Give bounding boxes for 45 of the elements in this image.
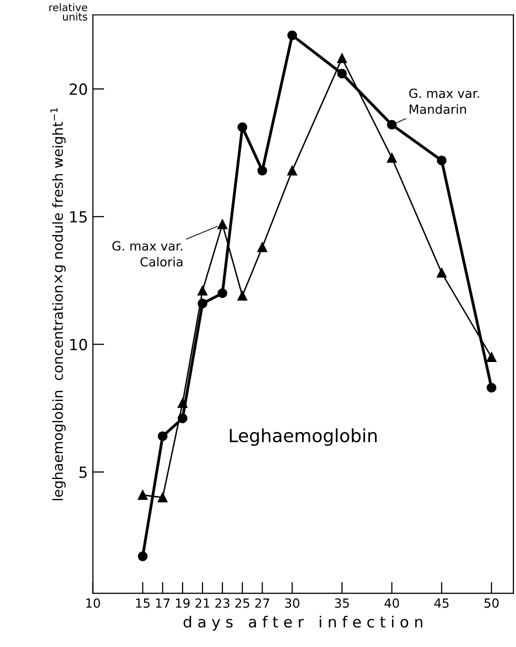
x-tick-label: 30 <box>285 598 300 608</box>
point <box>386 120 397 130</box>
text: G. max var. Caloria <box>112 241 182 267</box>
y-tick-label: 20 <box>70 83 88 95</box>
x-tick-label: 23 <box>215 598 230 608</box>
point <box>287 30 298 40</box>
point <box>386 153 397 163</box>
x-tick-label: 21 <box>195 598 210 608</box>
series-label: G. max var. Mandarin <box>409 88 480 114</box>
x-tick-label: 45 <box>434 598 449 608</box>
point <box>238 122 248 132</box>
point <box>218 219 228 230</box>
point <box>436 268 447 278</box>
point <box>138 490 148 500</box>
point <box>337 68 347 78</box>
y-tick-label: 5 <box>79 466 87 478</box>
annotation: Leghaemoglobin <box>230 428 377 446</box>
text: relative units <box>49 3 88 21</box>
y-axis-title: leghaemoglobin concentration×g nodule fresh weight$^{−1}$ <box>50 108 66 500</box>
point <box>257 242 268 252</box>
y-tick-label: 10 <box>70 338 88 350</box>
point <box>238 290 248 301</box>
point <box>486 382 496 393</box>
point <box>436 156 447 166</box>
x-tick-label: 19 <box>176 598 190 608</box>
point <box>337 53 347 64</box>
x-tick-label: 10 <box>86 598 100 608</box>
x-axis-title: d a y s a f t e r i n f e c t i o n <box>184 616 422 631</box>
point <box>257 166 268 176</box>
x-tick-label: 17 <box>156 598 170 608</box>
point <box>158 431 168 442</box>
point <box>218 288 228 298</box>
x-tick-label: 15 <box>136 598 150 608</box>
point <box>486 352 496 362</box>
x-tick-label: 27 <box>255 598 270 608</box>
point <box>198 286 208 296</box>
x-tick-label: 40 <box>384 598 399 608</box>
point <box>287 166 298 176</box>
point <box>178 398 188 408</box>
point <box>158 492 168 502</box>
point <box>138 551 148 562</box>
x-tick-label: 35 <box>335 598 349 608</box>
x-tick-label: 50 <box>484 598 499 608</box>
x-tick-label: 25 <box>235 598 250 608</box>
y-tick-label: 15 <box>70 211 87 223</box>
